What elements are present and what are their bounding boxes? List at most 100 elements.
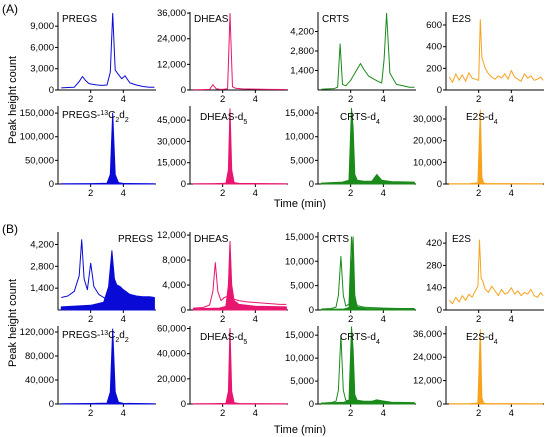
chromatogram-panel-b-pregs-is: 0 40,000 80,000 120,000 2 4 PREGS-13C2d2 [20,326,156,419]
y-tick-label: 600 [426,20,442,31]
chromatogram-panel-b-e2s: 0 140 280 420 2 4 E2S [426,232,544,325]
panel-title: PREGS-13C2d2 [62,330,129,344]
y-tick-label: 0 [181,399,186,410]
section-label-b: (B) [2,222,18,236]
panel-title: CRTS-d4 [340,332,380,346]
y-tick-label: 0 [49,85,54,96]
x-tick-label: 4 [509,408,514,419]
panel-title: DHEAS-d5 [200,332,247,346]
chromatogram-panel-a-dheas: 0 12,000 24,000 36,000 2 4 DHEAS [157,8,288,105]
x-tick-label: 2 [476,314,481,325]
y-tick-label: 12,000 [413,376,442,387]
chromatogram-panel-b-e2s-is: 0 12,000 24,000 36,000 2 4 E2S-d4 [413,326,544,419]
y-tick-label: 15,000 [285,232,314,243]
y-tick-label: 0 [309,179,314,190]
chromatogram-trace-filled [192,328,287,405]
y-tick-label: 80,000 [25,351,54,362]
chromatogram-trace [448,239,544,305]
x-tick-label: 2 [220,314,225,325]
y-tick-label: 45,000 [157,115,186,126]
x-tick-label: 2 [220,94,225,105]
panel-title: DHEAS [194,14,229,25]
chromatogram-trace [193,13,287,91]
y-tick-label: 0 [181,179,186,190]
chromatogram-trace-filled [448,109,543,185]
panel-title: CRTS [322,234,349,245]
chromatogram-trace-filled [60,328,155,405]
y-tick-label: 1,400 [30,283,54,294]
y-tick-label: 200 [426,63,442,74]
y-tick-label: 0 [437,85,442,96]
x-tick-label: 2 [88,314,93,325]
chromatogram-panel-a-dheas-is: 0 15,000 30,000 45,000 2 4 DHEAS-d5 [157,106,288,199]
y-tick-label: 5,000 [290,376,314,387]
panel-title: CRTS [322,14,349,25]
chromatogram-panel-b-crts-is: 0 5,000 10,000 15,000 2 4 CRTS-d4 [285,326,416,419]
chromatogram-trace-filled [60,250,155,311]
y-tick-label: 40,000 [25,375,54,386]
chromatogram-trace-filled [192,108,287,185]
chromatogram-trace [321,12,415,90]
panel-title: E2S-d4 [466,332,498,346]
chromatogram-panel-b-pregs: 1,400 2,800 4,200 2 4 PREGS [30,232,156,325]
y-tick-label: 400 [426,42,442,53]
y-tick-label: 3,000 [30,64,54,75]
y-axis-title-b: Peak height count [7,279,19,367]
x-tick-label: 4 [253,408,258,419]
y-tick-label: 24,000 [413,352,442,363]
y-tick-label: 5,000 [290,281,314,292]
chromatogram-panel-a-crts: 1,400 2,800 4,200 2 4 CRTS [290,12,416,105]
y-tick-label: 100,000 [20,132,54,143]
x-tick-label: 2 [220,188,225,199]
y-tick-label: 0 [181,305,186,316]
y-tick-label: 0 [309,305,314,316]
y-tick-label: 1,400 [290,66,314,77]
chromatogram-panel-a-pregs: 0 3,000 6,000 9,000 2 4 PREGS [30,12,156,105]
y-tick-label: 4,000 [162,280,186,291]
y-tick-label: 4,200 [290,27,314,38]
chromatogram-panel-a-crts-is: 0 5,000 10,000 15,000 2 4 CRTS-d4 [285,106,416,199]
x-tick-label: 4 [381,94,386,105]
x-tick-label: 2 [88,94,93,105]
y-tick-label: 0 [437,305,442,316]
x-tick-label: 4 [121,314,126,325]
panel-title: DHEAS [194,234,229,245]
x-tick-label: 4 [253,94,258,105]
chromatogram-trace-filled [192,240,287,311]
y-tick-label: 150,000 [20,108,54,119]
chromatogram-trace [321,334,415,404]
y-tick-label: 0 [181,85,186,96]
chromatogram-panel-b-dheas: 0 4,000 8,000 12,000 2 4 DHEAS [157,230,288,325]
panel-title: PREGS-13C2d2 [62,110,129,124]
x-tick-label: 4 [253,188,258,199]
y-tick-label: 12,000 [157,59,186,70]
y-tick-label: 60,000 [157,324,186,335]
y-tick-label: 2,800 [30,261,54,272]
chromatogram-panel-a-e2s: 0 200 400 600 2 4 E2S [426,12,544,105]
panel-title: E2S [452,234,471,245]
y-tick-label: 5,000 [290,155,314,166]
y-tick-label: 10,000 [285,256,314,267]
y-tick-label: 0 [437,179,442,190]
x-tick-label: 4 [509,94,514,105]
x-tick-label: 4 [509,188,514,199]
x-tick-label: 2 [348,188,353,199]
x-tick-label: 4 [381,408,386,419]
x-tick-label: 2 [348,408,353,419]
panel-title: CRTS-d4 [340,112,380,126]
panel-title: DHEAS-d5 [200,112,247,126]
chromatogram-trace-filled [60,112,155,185]
x-tick-label: 4 [253,314,258,325]
y-tick-label: 6,000 [30,42,54,53]
x-axis-title-b: Time (min) [274,424,326,436]
y-tick-label: 30,000 [157,136,186,147]
panel-title: E2S [452,14,471,25]
x-tick-label: 2 [88,408,93,419]
x-tick-label: 2 [476,94,481,105]
x-tick-label: 2 [476,408,481,419]
x-tick-label: 2 [88,188,93,199]
y-tick-label: 280 [426,260,442,271]
y-tick-label: 20,000 [157,374,186,385]
